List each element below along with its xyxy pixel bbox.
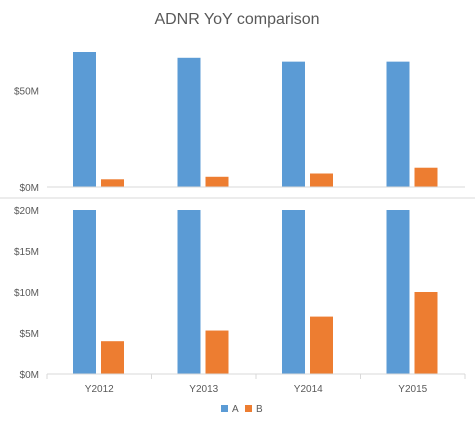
bar-A-Y2013 xyxy=(177,57,201,188)
y-tick-label: $0M xyxy=(20,183,39,194)
bar-B-Y2014 xyxy=(310,316,333,374)
y-tick-label: $0M xyxy=(20,370,39,381)
legend-swatch-B xyxy=(245,405,252,412)
legend-label-A: A xyxy=(232,404,239,415)
bar-B-Y2013 xyxy=(205,330,229,374)
bar-A-Y2013 xyxy=(177,210,201,374)
bar-A-Y2012 xyxy=(73,52,96,187)
bar-B-Y2014 xyxy=(310,173,333,187)
x-tick-label: Y2013 xyxy=(189,384,218,395)
y-tick-label: $20M xyxy=(14,206,39,217)
y-tick-label: $5M xyxy=(20,329,39,340)
bar-B-Y2012 xyxy=(101,341,124,374)
legend-swatch-A xyxy=(221,405,228,412)
chart-title: ADNR YoY comparison xyxy=(154,11,319,28)
bar-A-Y2014 xyxy=(282,210,305,374)
bar-B-Y2015 xyxy=(414,167,438,187)
y-tick-label: $10M xyxy=(14,288,39,299)
plot-area: $0M $50M $0M $5M $10M $15M $20M Y2012 Y2013 Y2014… xyxy=(0,52,475,395)
bar-B-Y2013 xyxy=(205,176,229,187)
bar-A-Y2015 xyxy=(386,61,410,188)
y-tick-label: $50M xyxy=(14,87,39,98)
x-tick-label: Y2014 xyxy=(294,384,323,395)
bar-A-Y2014 xyxy=(282,61,305,188)
bar-B-Y2015 xyxy=(414,292,438,374)
bar-B-Y2012 xyxy=(101,179,124,187)
x-tick-label: Y2015 xyxy=(398,384,427,395)
x-tick-label: Y2012 xyxy=(85,384,114,395)
y-tick-label: $15M xyxy=(14,247,39,258)
legend-label-B: B xyxy=(256,404,263,415)
bar-A-Y2012 xyxy=(73,210,96,374)
bar-A-Y2015 xyxy=(386,210,410,374)
